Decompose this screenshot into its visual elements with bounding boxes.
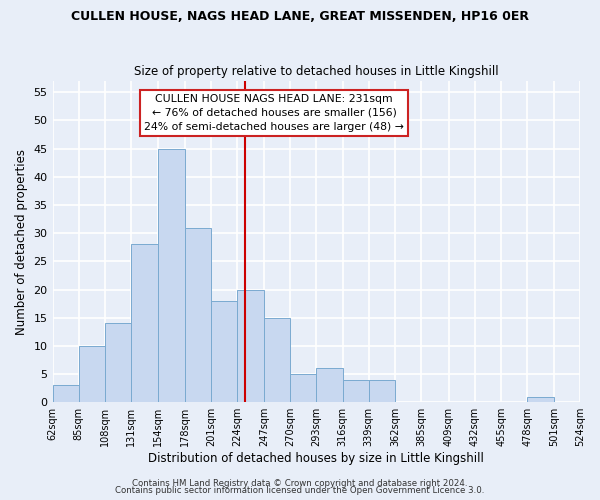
- Y-axis label: Number of detached properties: Number of detached properties: [15, 148, 28, 334]
- Text: Contains HM Land Registry data © Crown copyright and database right 2024.: Contains HM Land Registry data © Crown c…: [132, 478, 468, 488]
- Bar: [527, 396, 554, 402]
- Text: Contains public sector information licensed under the Open Government Licence 3.: Contains public sector information licen…: [115, 486, 485, 495]
- Bar: [316, 368, 343, 402]
- Bar: [264, 318, 290, 402]
- Text: CULLEN HOUSE NAGS HEAD LANE: 231sqm
← 76% of detached houses are smaller (156)
2: CULLEN HOUSE NAGS HEAD LANE: 231sqm ← 76…: [144, 94, 404, 132]
- Bar: [369, 380, 395, 402]
- Bar: [105, 324, 131, 402]
- Bar: [158, 148, 185, 402]
- Title: Size of property relative to detached houses in Little Kingshill: Size of property relative to detached ho…: [134, 66, 499, 78]
- Bar: [290, 374, 316, 402]
- Bar: [53, 386, 79, 402]
- X-axis label: Distribution of detached houses by size in Little Kingshill: Distribution of detached houses by size …: [148, 452, 484, 465]
- Bar: [185, 228, 211, 402]
- Bar: [79, 346, 105, 402]
- Bar: [211, 301, 238, 402]
- Bar: [238, 290, 264, 402]
- Bar: [131, 244, 158, 402]
- Text: CULLEN HOUSE, NAGS HEAD LANE, GREAT MISSENDEN, HP16 0ER: CULLEN HOUSE, NAGS HEAD LANE, GREAT MISS…: [71, 10, 529, 23]
- Bar: [343, 380, 369, 402]
